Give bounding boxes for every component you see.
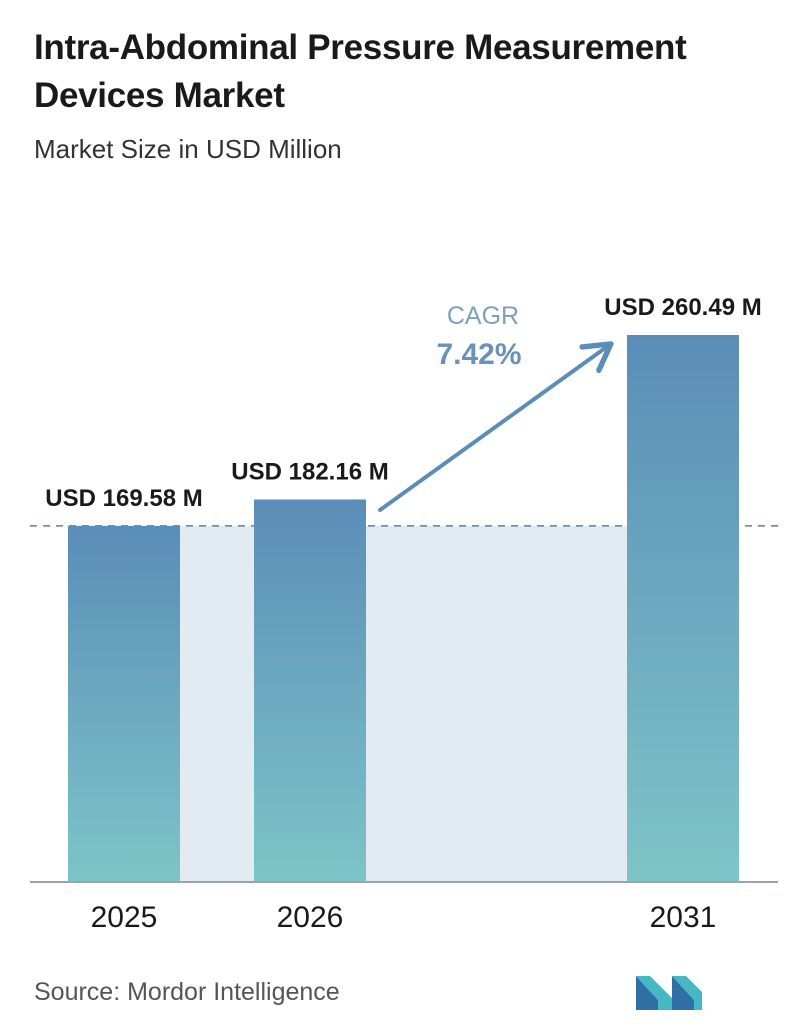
data-label-2031: USD 260.49 M: [604, 294, 761, 321]
bar-chart: 2025 2026 2031 USD 169.58 M USD 182.16 M USD…: [30, 294, 780, 934]
cagr-label: CAGR: [447, 302, 519, 330]
x-tick-label-2026: 2026: [277, 901, 344, 934]
mordor-intelligence-logo-icon: [636, 976, 702, 1010]
bar-2026: [254, 499, 366, 882]
x-tick-label-2031: 2031: [650, 901, 717, 934]
x-tick-label-2025: 2025: [91, 901, 158, 934]
chart-subtitle: Market Size in USD Million: [34, 134, 342, 164]
bar-2025: [68, 525, 180, 882]
source-text: Source: Mordor Intelligence: [34, 978, 340, 1006]
cagr-value: 7.42%: [436, 338, 521, 371]
data-label-2026: USD 182.16 M: [231, 458, 388, 485]
data-label-2025: USD 169.58 M: [45, 485, 202, 512]
chart-title: Intra-Abdominal Pressure Measurement Dev…: [34, 28, 687, 115]
cagr-arrow: [378, 341, 614, 512]
bar-2031: [627, 335, 739, 882]
